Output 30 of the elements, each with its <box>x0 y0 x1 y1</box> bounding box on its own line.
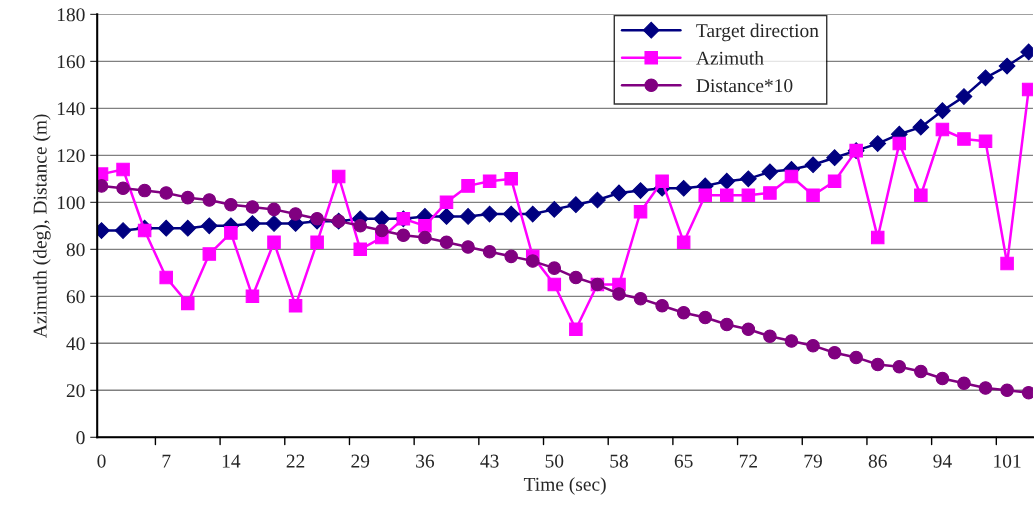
x-tick-label: 72 <box>739 454 757 468</box>
y-tick-label: 40 <box>66 337 85 351</box>
y-tick-label: 20 <box>66 384 85 398</box>
y-tick-label: 80 <box>66 243 85 257</box>
x-tick-label: 50 <box>545 454 564 468</box>
y-tick-label: 180 <box>57 8 85 22</box>
x-tick-label: 101 <box>994 454 1021 468</box>
x-tick-label: 36 <box>416 454 435 468</box>
x-tick-label: 7 <box>162 454 171 468</box>
y-tick-label: 120 <box>57 149 85 163</box>
y-tick-label: 0 <box>76 431 85 445</box>
x-tick-label: 22 <box>286 454 305 468</box>
legend-label: Distance*10 <box>696 79 793 93</box>
x-tick-label: 65 <box>674 454 693 468</box>
y-axis-title: Azimuth (deg), Distance (m) <box>32 114 51 338</box>
x-tick-label: 58 <box>610 454 628 468</box>
x-axis-title: Time (sec) <box>523 477 606 495</box>
y-tick-label: 60 <box>66 290 85 304</box>
y-tick-label: 100 <box>57 196 85 210</box>
x-tick-label: 14 <box>222 454 241 468</box>
x-tick-label: 43 <box>480 454 499 468</box>
legend-label: Target direction <box>696 23 819 42</box>
x-tick-label: 79 <box>804 454 822 468</box>
x-tick-label: 94 <box>933 454 952 468</box>
x-tick-label: 29 <box>351 454 370 468</box>
x-tick-label: 86 <box>868 454 887 468</box>
y-tick-label: 160 <box>57 55 85 69</box>
y-tick-label: 140 <box>57 102 85 116</box>
legend-label: Azimuth <box>696 51 764 65</box>
x-tick-label: 0 <box>97 454 106 468</box>
